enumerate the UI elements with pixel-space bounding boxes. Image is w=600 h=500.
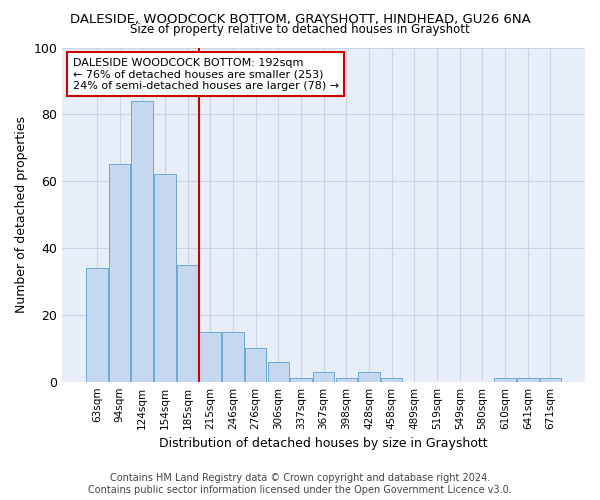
Bar	[245, 348, 266, 382]
Text: DALESIDE, WOODCOCK BOTTOM, GRAYSHOTT, HINDHEAD, GU26 6NA: DALESIDE, WOODCOCK BOTTOM, GRAYSHOTT, HI…	[70, 12, 530, 26]
Bar	[131, 101, 153, 382]
Bar	[539, 378, 561, 382]
Text: Size of property relative to detached houses in Grayshott: Size of property relative to detached ho…	[130, 22, 470, 36]
Text: Contains HM Land Registry data © Crown copyright and database right 2024.
Contai: Contains HM Land Registry data © Crown c…	[88, 474, 512, 495]
Bar	[86, 268, 107, 382]
Bar	[313, 372, 334, 382]
Bar	[335, 378, 357, 382]
Text: DALESIDE WOODCOCK BOTTOM: 192sqm
← 76% of detached houses are smaller (253)
24% : DALESIDE WOODCOCK BOTTOM: 192sqm ← 76% o…	[73, 58, 339, 90]
Y-axis label: Number of detached properties: Number of detached properties	[15, 116, 28, 313]
Bar	[199, 332, 221, 382]
Bar	[517, 378, 539, 382]
Bar	[154, 174, 176, 382]
X-axis label: Distribution of detached houses by size in Grayshott: Distribution of detached houses by size …	[160, 437, 488, 450]
Bar	[494, 378, 516, 382]
Bar	[358, 372, 380, 382]
Bar	[290, 378, 312, 382]
Bar	[177, 264, 199, 382]
Bar	[268, 362, 289, 382]
Bar	[109, 164, 130, 382]
Bar	[381, 378, 403, 382]
Bar	[222, 332, 244, 382]
